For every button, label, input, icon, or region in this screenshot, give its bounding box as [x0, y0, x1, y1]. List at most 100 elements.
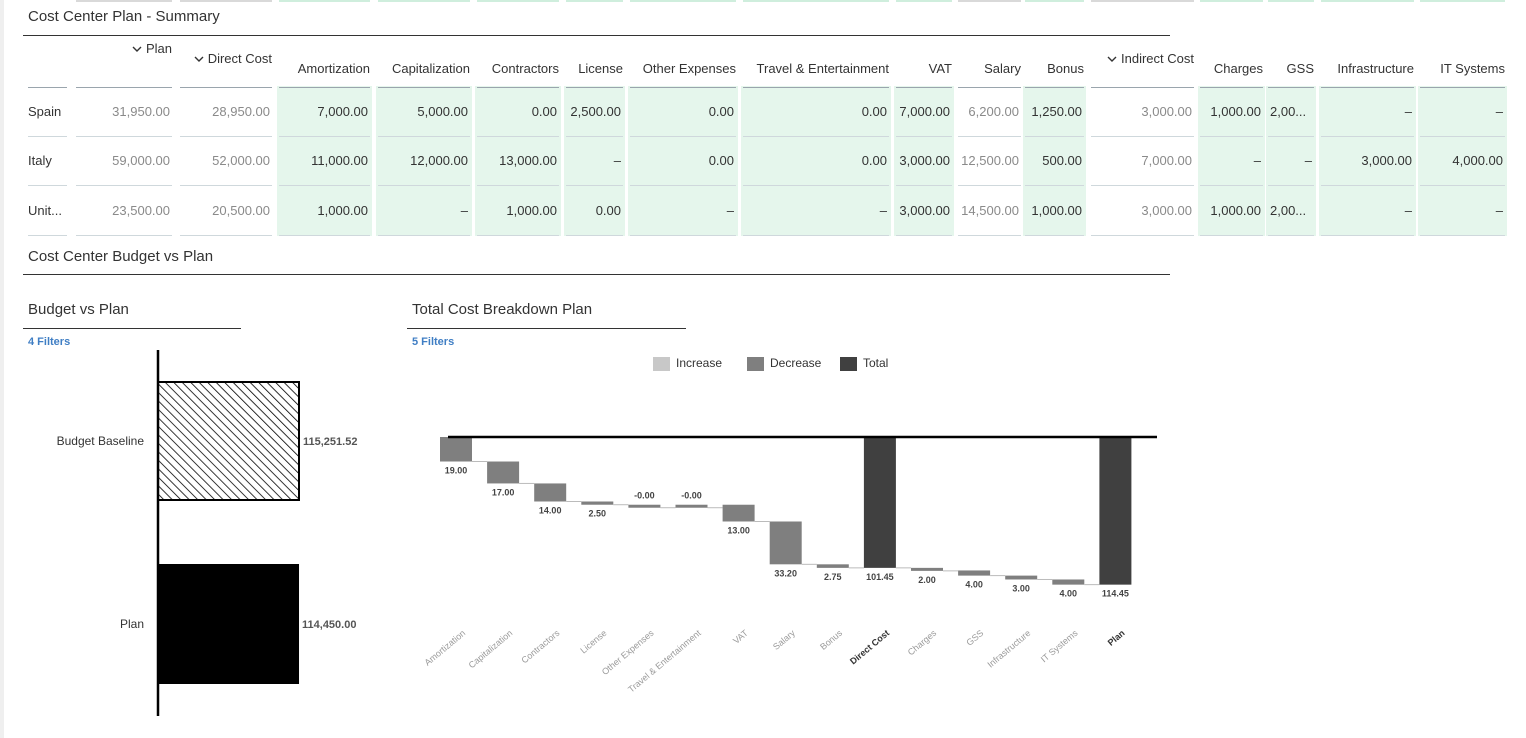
row-label[interactable]: Unit...	[28, 203, 62, 218]
column-header-label: License	[578, 61, 623, 76]
waterfall-value-label: 17.00	[492, 487, 515, 497]
header-underline	[28, 185, 67, 186]
column-header-13[interactable]: GSS	[1268, 61, 1314, 76]
column-header-4[interactable]: Contractors	[477, 61, 559, 76]
column-header-0[interactable]: Plan	[76, 41, 172, 56]
row-separator	[896, 136, 952, 137]
column-header-12[interactable]: Charges	[1200, 61, 1263, 76]
scroll-stub	[1200, 0, 1263, 2]
waterfall-value-label: 13.00	[727, 525, 750, 535]
column-header-1[interactable]: Direct Cost	[180, 51, 272, 66]
highlight-column-bg	[1198, 86, 1265, 236]
table-cell: 11,000.00	[311, 153, 368, 168]
column-header-2[interactable]: Amortization	[279, 61, 370, 76]
column-header-8[interactable]: VAT	[896, 61, 952, 76]
waterfall-bar-3[interactable]	[581, 501, 614, 505]
row-separator	[279, 235, 370, 236]
column-header-label: Bonus	[1047, 61, 1084, 76]
table-cell: 1,000.00	[1031, 203, 1082, 218]
row-separator	[1091, 136, 1194, 137]
budget-filters-link[interactable]: 4 Filters	[28, 336, 71, 348]
waterfall-bar-14[interactable]	[1099, 437, 1132, 585]
waterfall-bar-7[interactable]	[769, 521, 802, 565]
budget-section-title: Cost Center Budget vs Plan	[28, 248, 214, 265]
row-separator	[180, 185, 272, 186]
table-cell: 12,500.00	[961, 153, 1019, 168]
chevron-down-icon[interactable]	[194, 54, 204, 66]
row-separator	[1268, 235, 1314, 236]
waterfall-value-label: 14.00	[539, 506, 562, 516]
waterfall-category-label: Amortization	[423, 628, 468, 668]
row-separator	[743, 87, 889, 88]
row-separator	[1321, 87, 1414, 88]
waterfall-bar-12[interactable]	[1005, 575, 1038, 580]
row-separator	[477, 185, 559, 186]
table-cell: –	[1495, 104, 1503, 119]
scroll-stub	[477, 0, 559, 2]
legend-item-total[interactable]: Total	[840, 356, 888, 371]
column-header-7[interactable]: Travel & Entertainment	[743, 61, 889, 76]
waterfall-bar-8[interactable]	[816, 564, 849, 568]
column-header-label: IT Systems	[1440, 61, 1505, 76]
waterfall-bar-6[interactable]	[722, 504, 755, 522]
budget-value-label: 114,450.00	[302, 619, 356, 631]
highlight-column-bg	[1418, 86, 1507, 236]
waterfall-bar-10[interactable]	[911, 567, 943, 571]
row-separator	[566, 235, 623, 236]
waterfall-value-label: 4.00	[965, 580, 983, 590]
waterfall-filters-link[interactable]: 5 Filters	[412, 336, 455, 348]
waterfall-bar-0[interactable]	[440, 437, 472, 462]
waterfall-bar-1[interactable]	[487, 461, 520, 484]
legend-item-decrease[interactable]: Decrease	[747, 356, 821, 371]
table-cell: 4,000.00	[1452, 153, 1503, 168]
column-header-10[interactable]: Bonus	[1025, 61, 1084, 76]
waterfall-bar-5[interactable]	[675, 504, 708, 508]
row-separator	[743, 235, 889, 236]
row-separator	[378, 235, 470, 236]
legend-label: Decrease	[770, 356, 822, 370]
table-cell: 7,000.00	[317, 104, 368, 119]
chevron-down-icon[interactable]	[1107, 54, 1117, 66]
column-header-6[interactable]: Other Expenses	[630, 61, 736, 76]
column-header-14[interactable]: Infrastructure	[1321, 61, 1414, 76]
column-header-5[interactable]: License	[566, 61, 623, 76]
highlight-column-bg	[1023, 86, 1086, 236]
table-cell: 12,000.00	[410, 153, 468, 168]
column-header-label: Capitalization	[391, 61, 470, 76]
summary-title: Cost Center Plan - Summary	[28, 8, 220, 25]
scroll-stub	[76, 0, 172, 2]
waterfall-value-label: 4.00	[1060, 589, 1078, 599]
chevron-down-icon[interactable]	[132, 44, 142, 56]
row-separator	[180, 87, 272, 88]
row-separator	[1200, 87, 1263, 88]
column-header-9[interactable]: Salary	[958, 61, 1021, 76]
budget-bar-1	[157, 564, 300, 684]
waterfall-bar-2[interactable]	[534, 483, 567, 502]
column-header-3[interactable]: Capitalization	[378, 61, 470, 76]
row-label[interactable]: Spain	[28, 104, 62, 119]
column-header-15[interactable]: IT Systems	[1420, 61, 1505, 76]
column-header-11[interactable]: Indirect Cost	[1091, 51, 1194, 66]
waterfall-chart-title: Total Cost Breakdown Plan	[412, 301, 593, 318]
waterfall-bar-9[interactable]	[863, 437, 896, 568]
legend-item-increase[interactable]: Increase	[653, 356, 722, 371]
waterfall-category-label: Plan	[1106, 628, 1127, 648]
row-label[interactable]: Italy	[28, 153, 52, 168]
waterfall-value-label: 3.00	[1012, 583, 1030, 593]
legend-swatch	[747, 356, 764, 371]
column-header-label: Infrastructure	[1337, 61, 1414, 76]
table-cell: 3,000.00	[1141, 203, 1192, 218]
table-cell: 14,500.00	[961, 203, 1019, 218]
legend-swatch	[840, 356, 857, 371]
waterfall-bar-13[interactable]	[1052, 579, 1085, 585]
table-cell: –	[1304, 153, 1312, 168]
header-underline	[28, 87, 67, 88]
row-separator	[630, 185, 736, 186]
waterfall-bar-4[interactable]	[628, 504, 661, 508]
waterfall-category-label: Capitalization	[467, 628, 515, 670]
highlight-column-bg	[277, 86, 372, 236]
scroll-stub	[896, 0, 952, 2]
row-separator	[279, 87, 370, 88]
waterfall-value-label: 2.75	[824, 572, 842, 582]
waterfall-bar-11[interactable]	[958, 570, 991, 576]
